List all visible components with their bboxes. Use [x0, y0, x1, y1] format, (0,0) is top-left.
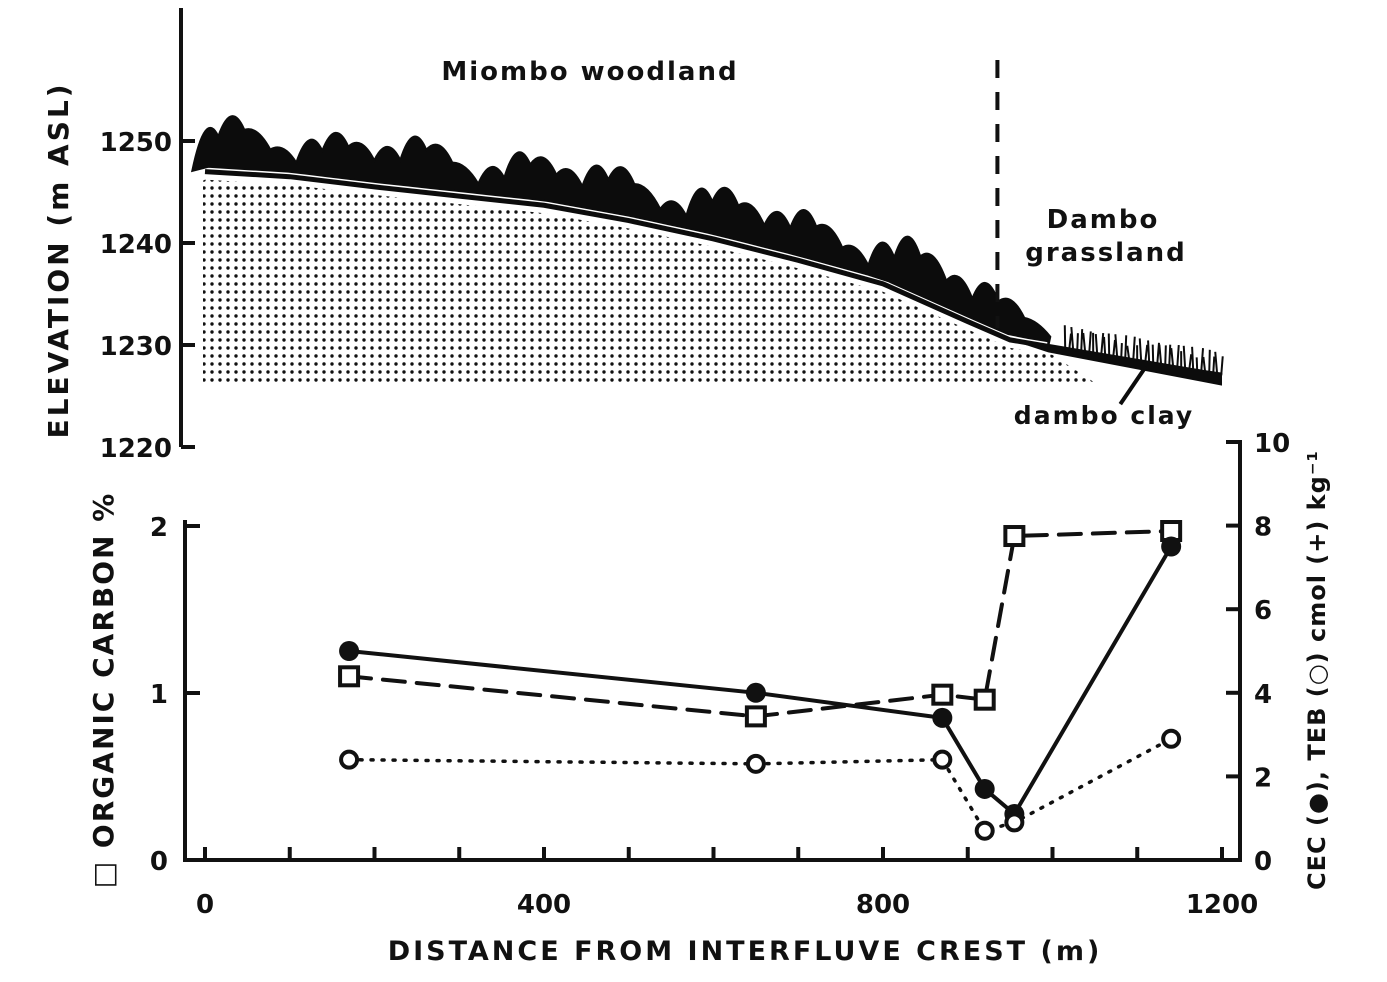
miombo-woodland-label: Miombo woodland: [441, 57, 738, 87]
series-line-open-square: [347, 529, 1174, 719]
dambo-clay-pointer: [1118, 365, 1148, 406]
right-tick-label: 0: [1254, 847, 1272, 877]
x-axis-label: DISTANCE FROM INTERFLUVE CREST (m): [388, 936, 1103, 967]
dambo-grassland-label-line1: Dambo: [1047, 205, 1160, 235]
teb-marker: [1004, 812, 1025, 833]
teb-marker: [339, 749, 360, 770]
right-axis-label: CEC (●), TEB (○) cmol (+) kg⁻¹: [1303, 450, 1331, 890]
organic-carbon-marker: [931, 683, 954, 706]
elevation-tick-label: 1250: [100, 128, 172, 158]
right-tick-label: 6: [1254, 596, 1272, 626]
cec-marker: [974, 778, 995, 799]
series-line-filled-circle: [347, 544, 1174, 818]
cec-marker: [745, 682, 766, 703]
x-tick-label: 400: [517, 890, 571, 920]
teb-marker: [1161, 728, 1182, 749]
cec-marker: [932, 707, 953, 728]
x-tick-label: 1200: [1186, 890, 1258, 920]
organic-carbon-marker: [1003, 525, 1026, 548]
organic-carbon-marker: [973, 688, 996, 711]
teb-marker: [974, 820, 995, 841]
right-tick-label: 4: [1254, 680, 1272, 710]
organic-carbon-marker: [744, 705, 767, 728]
teb-marker: [745, 753, 766, 774]
dambo-clay-label: dambo clay: [1014, 401, 1194, 430]
dambo-grassland-label-line2: grassland: [1025, 238, 1187, 268]
left-tick-label: 2: [150, 513, 168, 543]
cec-marker: [1161, 536, 1182, 557]
elevation-tick-label: 1220: [100, 434, 172, 464]
elevation-axis-label: ELEVATION (m ASL): [42, 81, 75, 438]
dambo-clay-wedge: [1022, 344, 1222, 386]
elevation-tick-label: 1230: [100, 332, 172, 362]
x-tick-label: 0: [196, 890, 214, 920]
left-tick-label: 0: [150, 847, 168, 877]
organic-carbon-marker: [338, 665, 361, 688]
right-tick-label: 10: [1254, 429, 1290, 459]
right-tick-label: 8: [1254, 513, 1272, 543]
cec-marker: [339, 641, 360, 661]
series-line-open-circle: [347, 737, 1173, 833]
right-tick-label: 2: [1254, 763, 1272, 793]
series-layer: [338, 520, 1183, 841]
x-tick-label: 800: [856, 890, 910, 920]
soil-chemistry-panel: 0 400 800 1200 0 1 2 0 2 4 6 8 10 DISTANCE FROM IN…: [87, 429, 1331, 967]
elevation-tick-label: 1240: [100, 230, 172, 260]
left-axis-label: □ ORGANIC CARBON %: [87, 492, 120, 889]
teb-marker: [932, 749, 953, 770]
miombo-canopy: [190, 115, 1052, 347]
elevation-profile-panel: 1220 1230 1240 1250 ELEVATION (m ASL) Miomb…: [42, 8, 1224, 464]
dotted-substrate: [203, 179, 1095, 383]
dambo-grass: [1063, 325, 1224, 376]
left-tick-label: 1: [150, 680, 168, 710]
